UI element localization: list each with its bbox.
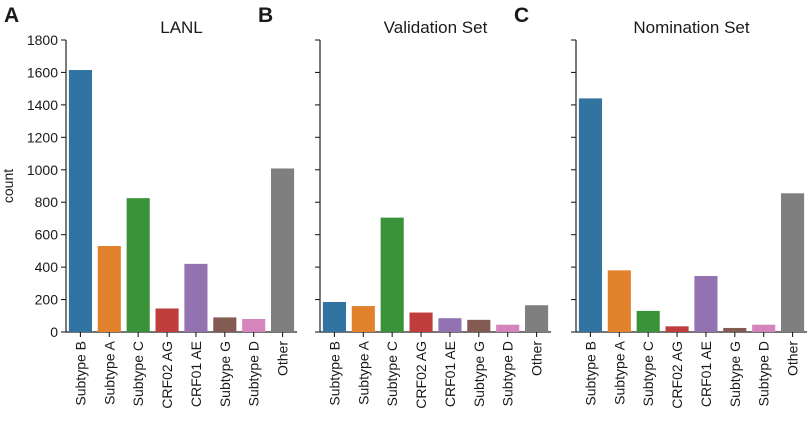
chart-panel-b: B Validation Set Subtype B Subtype A Subtype…	[258, 4, 551, 409]
chart-title: Validation Set	[384, 18, 488, 37]
x-tick-label: Subtype B	[582, 341, 598, 406]
chart-panel-c: C Nomination Set Subtype B Subtype A Subtype…	[514, 4, 807, 409]
bar-crf01-ae	[184, 263, 208, 332]
bar-subtype-g	[213, 317, 237, 332]
bar-other	[781, 193, 805, 332]
y-tick-label: 1200	[27, 129, 58, 145]
x-tick-label: Subtype B	[72, 341, 88, 406]
bar-subtype-b	[68, 70, 92, 332]
x-tick-label: Subtype A	[355, 340, 371, 404]
bar-subtype-a	[97, 246, 121, 332]
bar-crf02-ag	[409, 312, 433, 332]
bar-subtype-c	[636, 310, 660, 332]
panel-letter: B	[258, 4, 273, 27]
bar-subtype-g	[467, 319, 491, 332]
bar-subtype-d	[752, 324, 776, 332]
x-tick-label: Subtype C	[384, 341, 400, 406]
y-tick-label: 1400	[27, 97, 58, 113]
bar-crf01-ae	[694, 276, 718, 332]
y-axis-label: count	[0, 169, 16, 203]
bar-subtype-c	[380, 217, 404, 332]
bar-crf02-ag	[665, 326, 689, 332]
bar-subtype-d	[496, 324, 520, 332]
bar-subtype-a	[351, 306, 375, 332]
x-tick-label: Other	[529, 341, 545, 376]
y-tick-label: 0	[50, 324, 58, 340]
panel-letter: A	[4, 4, 19, 27]
x-tick-label: CRF02 AG	[669, 341, 685, 409]
bar-subtype-d	[242, 319, 266, 332]
bar-subtype-b	[578, 98, 602, 333]
bar-subtype-g	[723, 327, 747, 332]
chart-panel-a: A LANL 0 200 400 600 800 1000 1200 1400 1600 1800 co…	[0, 4, 297, 409]
x-tick-label: Other	[785, 341, 801, 376]
y-tick-label: 1800	[27, 32, 58, 48]
chart-title: Nomination Set	[633, 18, 750, 37]
y-tick-label: 1000	[27, 162, 58, 178]
x-tick-label: CRF02 AG	[159, 341, 175, 409]
x-tick-label: Subtype C	[640, 341, 656, 406]
y-tick-label: 800	[35, 194, 59, 210]
x-tick-label: Subtype G	[217, 341, 233, 407]
bar-crf01-ae	[438, 318, 462, 332]
bar-other	[525, 305, 549, 332]
x-tick-label: Subtype G	[727, 341, 743, 407]
y-tick-label: 1600	[27, 64, 58, 80]
x-tick-label: Subtype G	[471, 341, 487, 407]
bar-subtype-b	[322, 301, 346, 332]
x-tick-label: Subtype A	[101, 340, 117, 404]
y-tick-label: 400	[35, 259, 59, 275]
y-tick-label: 600	[35, 227, 59, 243]
x-tick-label: Subtype A	[611, 340, 627, 404]
x-tick-label: CRF01 AE	[188, 341, 204, 407]
x-tick-label: Subtype B	[326, 341, 342, 406]
x-tick-label: CRF01 AE	[698, 341, 714, 407]
x-tick-label: CRF02 AG	[413, 341, 429, 409]
x-tick-label: Subtype C	[130, 341, 146, 406]
x-tick-label: Subtype D	[500, 341, 516, 406]
bar-other	[271, 168, 295, 332]
panel-letter: C	[514, 4, 529, 27]
bar-subtype-a	[607, 270, 631, 332]
x-tick-label: Subtype D	[756, 341, 772, 406]
x-tick-label: Other	[275, 341, 291, 376]
x-tick-label: CRF01 AE	[442, 341, 458, 407]
chart-title: LANL	[160, 18, 203, 37]
bar-subtype-c	[126, 198, 150, 332]
y-tick-label: 200	[35, 292, 59, 308]
bar-crf02-ag	[155, 308, 179, 332]
x-tick-label: Subtype D	[246, 341, 262, 406]
